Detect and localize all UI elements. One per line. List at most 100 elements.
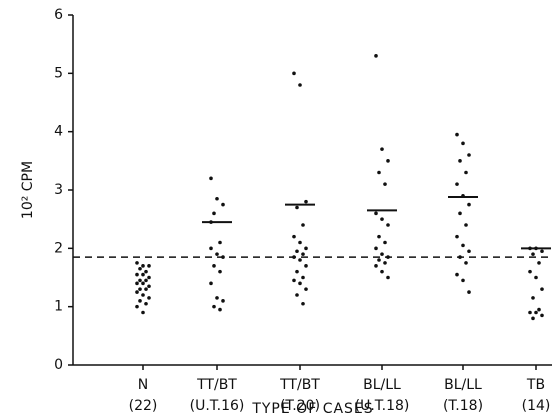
data-point (221, 202, 225, 207)
data-point (455, 234, 459, 239)
data-point (147, 284, 151, 289)
data-point (144, 287, 148, 291)
data-point (298, 281, 302, 286)
data-point (380, 252, 384, 256)
data-point (292, 234, 296, 239)
data-point (377, 170, 381, 175)
data-point (215, 296, 219, 300)
data-point (301, 223, 305, 227)
data-point (386, 159, 390, 163)
data-point (147, 264, 151, 268)
data-point (138, 266, 142, 271)
x-tick-sublabel: (T.18) (443, 398, 483, 414)
data-point (540, 249, 544, 254)
data-point (295, 293, 299, 297)
data-point (218, 240, 222, 245)
data-point (464, 170, 468, 175)
data-point (135, 272, 139, 277)
data-point (383, 240, 387, 245)
data-point (295, 205, 299, 210)
data-point (374, 54, 378, 58)
data-point (374, 211, 378, 216)
data-point (531, 296, 535, 300)
data-point (464, 261, 468, 265)
data-point (467, 153, 471, 157)
data-point (380, 269, 384, 274)
data-point (464, 223, 468, 227)
data-point (135, 261, 139, 265)
data-point (455, 182, 459, 186)
y-axis-label: 10² CPM (20, 161, 36, 219)
data-point (540, 287, 544, 291)
y-tick-label: 4 (54, 124, 63, 140)
data-point (144, 278, 148, 283)
data-point (141, 293, 145, 297)
data-point (383, 182, 387, 186)
data-point (141, 264, 145, 268)
data-point (141, 281, 145, 286)
data-point (374, 264, 378, 268)
x-tick-sublabel: (T.20) (280, 398, 320, 414)
data-point (295, 269, 299, 274)
data-point (528, 310, 532, 315)
data-point (304, 246, 308, 251)
x-tick-sublabel: (U.T.16) (190, 398, 245, 414)
data-point (144, 301, 148, 306)
data-point (531, 316, 535, 321)
data-point (531, 252, 535, 256)
data-point (138, 287, 142, 291)
data-point (467, 290, 471, 294)
data-point (534, 275, 538, 280)
data-point (298, 83, 302, 87)
data-point (304, 264, 308, 268)
data-point (209, 281, 213, 286)
data-point (138, 299, 142, 303)
data-point (141, 272, 145, 277)
x-tick-label: TT/BT (279, 377, 320, 393)
data-point (377, 234, 381, 239)
data-point (135, 281, 139, 286)
data-point (304, 287, 308, 291)
data-point (377, 258, 381, 262)
data-point (212, 264, 216, 268)
data-point (467, 202, 471, 207)
y-tick-label: 6 (54, 7, 63, 23)
data-point (144, 269, 148, 274)
x-tick-label: N (138, 377, 148, 393)
data-point (386, 255, 390, 259)
data-point (215, 252, 219, 256)
data-point (534, 310, 538, 315)
data-point (386, 223, 390, 227)
x-tick-label: BL/LL (363, 377, 401, 393)
x-tick-sublabel: (U.T.18) (355, 398, 410, 414)
data-point (380, 217, 384, 221)
x-tick-sublabel: (22) (129, 398, 158, 414)
data-point (138, 278, 142, 283)
data-point (221, 299, 225, 303)
data-point (295, 249, 299, 254)
data-point (540, 313, 544, 318)
data-point (386, 275, 390, 280)
data-point (292, 278, 296, 283)
data-point (218, 269, 222, 274)
data-point (537, 307, 541, 312)
data-point (212, 211, 216, 216)
data-point (455, 272, 459, 277)
data-point (461, 243, 465, 248)
data-point (461, 141, 465, 146)
y-tick-label: 2 (54, 240, 63, 256)
data-point (458, 255, 462, 259)
y-tick-label: 5 (54, 65, 63, 81)
data-point (467, 249, 471, 254)
data-point (141, 310, 145, 315)
data-point (298, 240, 302, 245)
y-tick-label: 1 (54, 299, 63, 315)
data-point (292, 255, 296, 259)
data-point (147, 296, 151, 300)
data-point (383, 261, 387, 265)
data-point (135, 290, 139, 294)
x-axis-label: TYPE OF CASES (251, 401, 373, 417)
x-tick-label: TB (526, 377, 545, 393)
data-point (212, 304, 216, 309)
